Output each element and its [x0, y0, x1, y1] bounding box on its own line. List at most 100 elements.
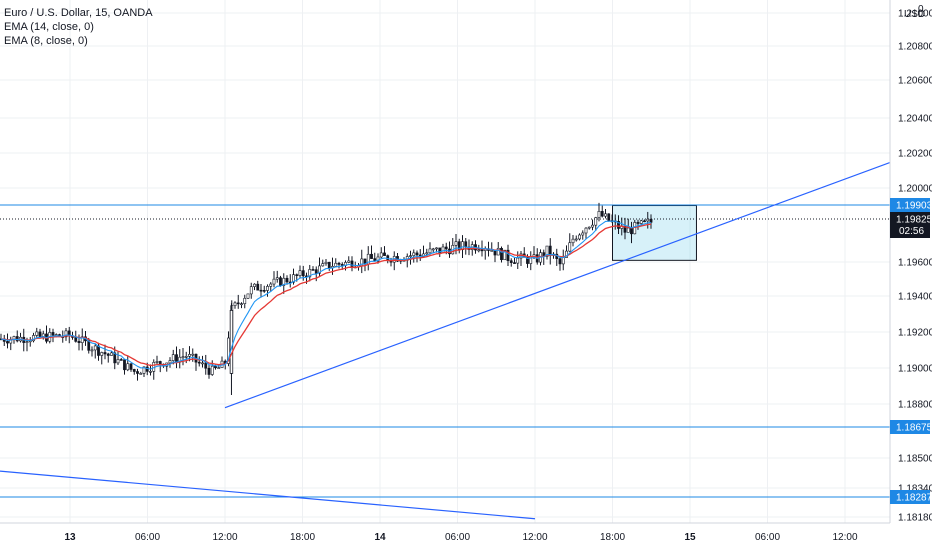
time-tick-label: 12:00	[832, 532, 857, 543]
candle-body	[337, 262, 341, 265]
candle-body	[93, 345, 97, 351]
candle-body	[275, 277, 279, 280]
candle-body	[142, 366, 146, 374]
zone-rectangle[interactable]	[612, 205, 697, 261]
candle-body	[35, 331, 39, 336]
candle-body	[568, 242, 572, 252]
horizontal-lines[interactable]	[0, 204, 890, 498]
candle-body	[272, 278, 276, 285]
candle-body	[636, 222, 640, 224]
currency-label[interactable]: USD	[904, 9, 925, 20]
candle-body	[409, 255, 412, 257]
time-tick-label: 15	[684, 532, 696, 543]
candle-body	[168, 360, 172, 364]
candle-body	[578, 234, 581, 240]
candle-body	[607, 213, 611, 221]
current-price-tag	[890, 212, 930, 238]
candle-body	[626, 227, 630, 233]
support2-tag-label: 1.18287	[896, 493, 932, 504]
uptrend-line[interactable]	[224, 159, 897, 409]
candle-body	[106, 353, 110, 356]
price-tick-label: 1.20800	[898, 42, 932, 53]
candle-body	[155, 361, 159, 363]
candle-body	[412, 252, 416, 256]
candle-body	[253, 283, 256, 287]
price-tick-label: 1.19400	[898, 292, 932, 303]
time-tick-label: 18:00	[290, 532, 315, 543]
candle-body	[214, 365, 217, 369]
candle-body	[100, 352, 104, 356]
legend-symbol[interactable]: Euro / U.S. Dollar, 15, OANDA	[4, 7, 153, 19]
time-tick-label: 18:00	[600, 532, 625, 543]
candle-body	[175, 354, 178, 363]
candle-body	[236, 302, 240, 305]
downtrend-line[interactable]	[0, 470, 536, 520]
candle-body	[282, 277, 286, 286]
price-tick-label: 1.18180	[898, 513, 932, 524]
price-tick-label: 1.18500	[898, 454, 932, 465]
candle-body	[295, 274, 299, 276]
price-tick-label: 1.20000	[898, 184, 932, 195]
candle-body	[171, 354, 175, 361]
candle-body	[591, 224, 594, 228]
candle-body	[204, 362, 208, 369]
candle-body	[197, 361, 201, 364]
candle-body	[64, 330, 68, 338]
legend: Euro / U.S. Dollar, 15, OANDA EMA (14, c…	[4, 6, 153, 48]
candle-body	[506, 249, 510, 262]
candle-body	[480, 249, 484, 252]
price-tick-label: 1.18800	[898, 400, 932, 411]
candle-body	[324, 261, 328, 264]
candle-body	[584, 227, 588, 234]
time-tick-label: 12:00	[212, 532, 237, 543]
candle-body	[113, 352, 117, 364]
candle-body	[571, 238, 575, 244]
candle-body	[145, 366, 149, 372]
candle-body	[32, 335, 35, 342]
candle-body	[298, 270, 302, 276]
candle-body	[500, 247, 503, 261]
candle-body	[301, 270, 305, 277]
price-axis-bg	[890, 0, 932, 550]
candle-body	[444, 246, 448, 250]
price-tick-label: 1.18340	[898, 484, 932, 495]
candle-body	[548, 245, 552, 256]
price-tick-label: 1.20200	[898, 149, 932, 160]
time-tick-label: 06:00	[755, 532, 780, 543]
legend-ema14[interactable]: EMA (14, close, 0)	[4, 21, 94, 33]
candle-body	[438, 247, 442, 253]
candle-body	[643, 220, 646, 223]
candle-body	[594, 217, 598, 226]
highlight-zone[interactable]	[612, 205, 697, 261]
candle-body	[314, 269, 318, 274]
candle-body	[90, 349, 94, 352]
support1-tag-label: 1.18675	[896, 423, 932, 434]
candle-body	[477, 249, 481, 252]
candle-body	[574, 238, 578, 241]
candle-body	[519, 253, 523, 259]
candle-body	[415, 252, 419, 256]
candle-body	[490, 250, 494, 252]
candle-body	[428, 248, 432, 254]
candle-body	[376, 256, 380, 262]
candle-body	[461, 241, 464, 250]
candle-body	[77, 341, 81, 343]
trend-lines[interactable]	[0, 159, 897, 520]
candle-body	[318, 265, 321, 274]
candle-body	[25, 341, 29, 343]
legend-ema8[interactable]: EMA (8, close, 0)	[4, 35, 88, 47]
candle-body	[217, 367, 221, 369]
candle-body	[191, 353, 195, 356]
candle-body	[51, 332, 55, 336]
candle-body	[269, 283, 273, 287]
candle-body	[292, 274, 295, 283]
candle-body	[311, 269, 315, 271]
candle-body	[425, 252, 429, 255]
price-tick-label: 1.19000	[898, 364, 932, 375]
candle-body	[604, 213, 607, 217]
price-tick-label: 1.19200	[898, 328, 932, 339]
time-axis[interactable]: 13 06:00 12:00 18:00 14 06:00 12:00 18:00 15 06:0…	[0, 522, 890, 550]
price-axis[interactable]: 1.21000 1.20800 1.20600 1.20400 1.20200 1.200…	[889, 0, 932, 550]
candle-body	[646, 218, 650, 222]
